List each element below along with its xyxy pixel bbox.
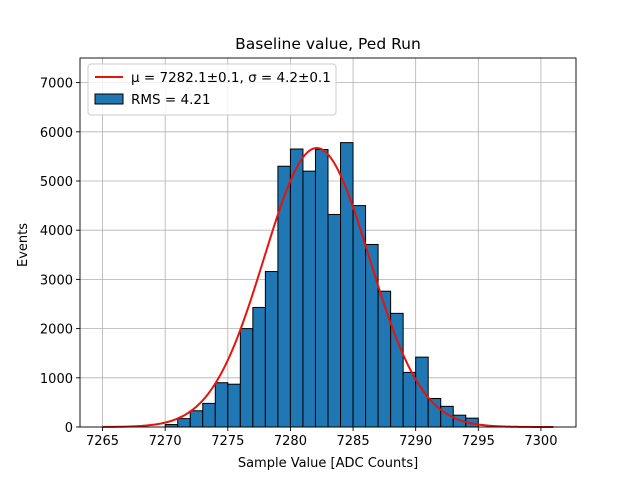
legend-box [87,63,337,116]
histogram-bar [252,306,266,428]
chart-title: Baseline value, Ped Run [235,35,421,53]
histogram-bar [289,148,304,428]
histogram-bar [340,142,354,428]
y-tick-label: 6000 [40,126,73,141]
gaussian-fit-curve [102,147,554,428]
y-axis-ticks: 0 1000 2000 3000 4000 5000 6000 7000 [40,77,80,436]
x-tick-label: 7265 [86,434,119,449]
legend-fit-label: μ = 7282.1±0.1, σ = 4.2±0.1 [131,70,331,86]
histogram-bar [377,290,392,428]
histogram-bar [202,402,216,428]
histogram-bar [427,397,442,428]
histogram-bar [302,170,316,428]
x-axis-ticks: 7265 7270 7275 7280 7285 7290 7295 7300 [86,427,557,449]
y-axis-label: Events [16,223,31,267]
y-tick-label: 4000 [40,224,73,239]
y-tick-label: 2000 [40,323,73,338]
x-tick-label: 7290 [399,434,432,449]
x-axis-label: Sample Value [ADC Counts] [238,456,418,471]
y-tick-label: 1000 [40,372,73,387]
histogram-bar [264,271,279,428]
histogram-bar [277,165,291,428]
y-tick-label: 7000 [40,77,73,92]
legend: μ = 7282.1±0.1, σ = 4.2±0.1 RMS = 4.21 [87,63,337,116]
histogram-bar [189,410,204,428]
x-tick-label: 7280 [274,434,307,449]
legend-histogram-label: RMS = 4.21 [131,92,211,108]
plot-frame [79,57,577,428]
y-tick-label: 5000 [40,175,73,190]
histogram-bar [227,383,241,428]
x-tick-label: 7270 [149,434,182,449]
histogram-bar [365,243,379,428]
y-tick-label: 0 [65,421,73,436]
x-tick-label: 7275 [211,434,244,449]
histogram-bar [177,418,191,428]
histogram-bar [402,371,417,428]
x-tick-label: 7300 [524,434,557,449]
histogram-bars [164,142,479,428]
histogram-bar [314,149,329,428]
histogram-bar [239,328,254,428]
histogram-bar [415,356,429,428]
x-tick-label: 7295 [462,434,495,449]
y-tick-label: 3000 [40,273,73,288]
histogram-bar [327,213,342,428]
legend-histogram-swatch [94,93,124,105]
histogram-bar [214,382,229,428]
x-tick-label: 7285 [337,434,370,449]
